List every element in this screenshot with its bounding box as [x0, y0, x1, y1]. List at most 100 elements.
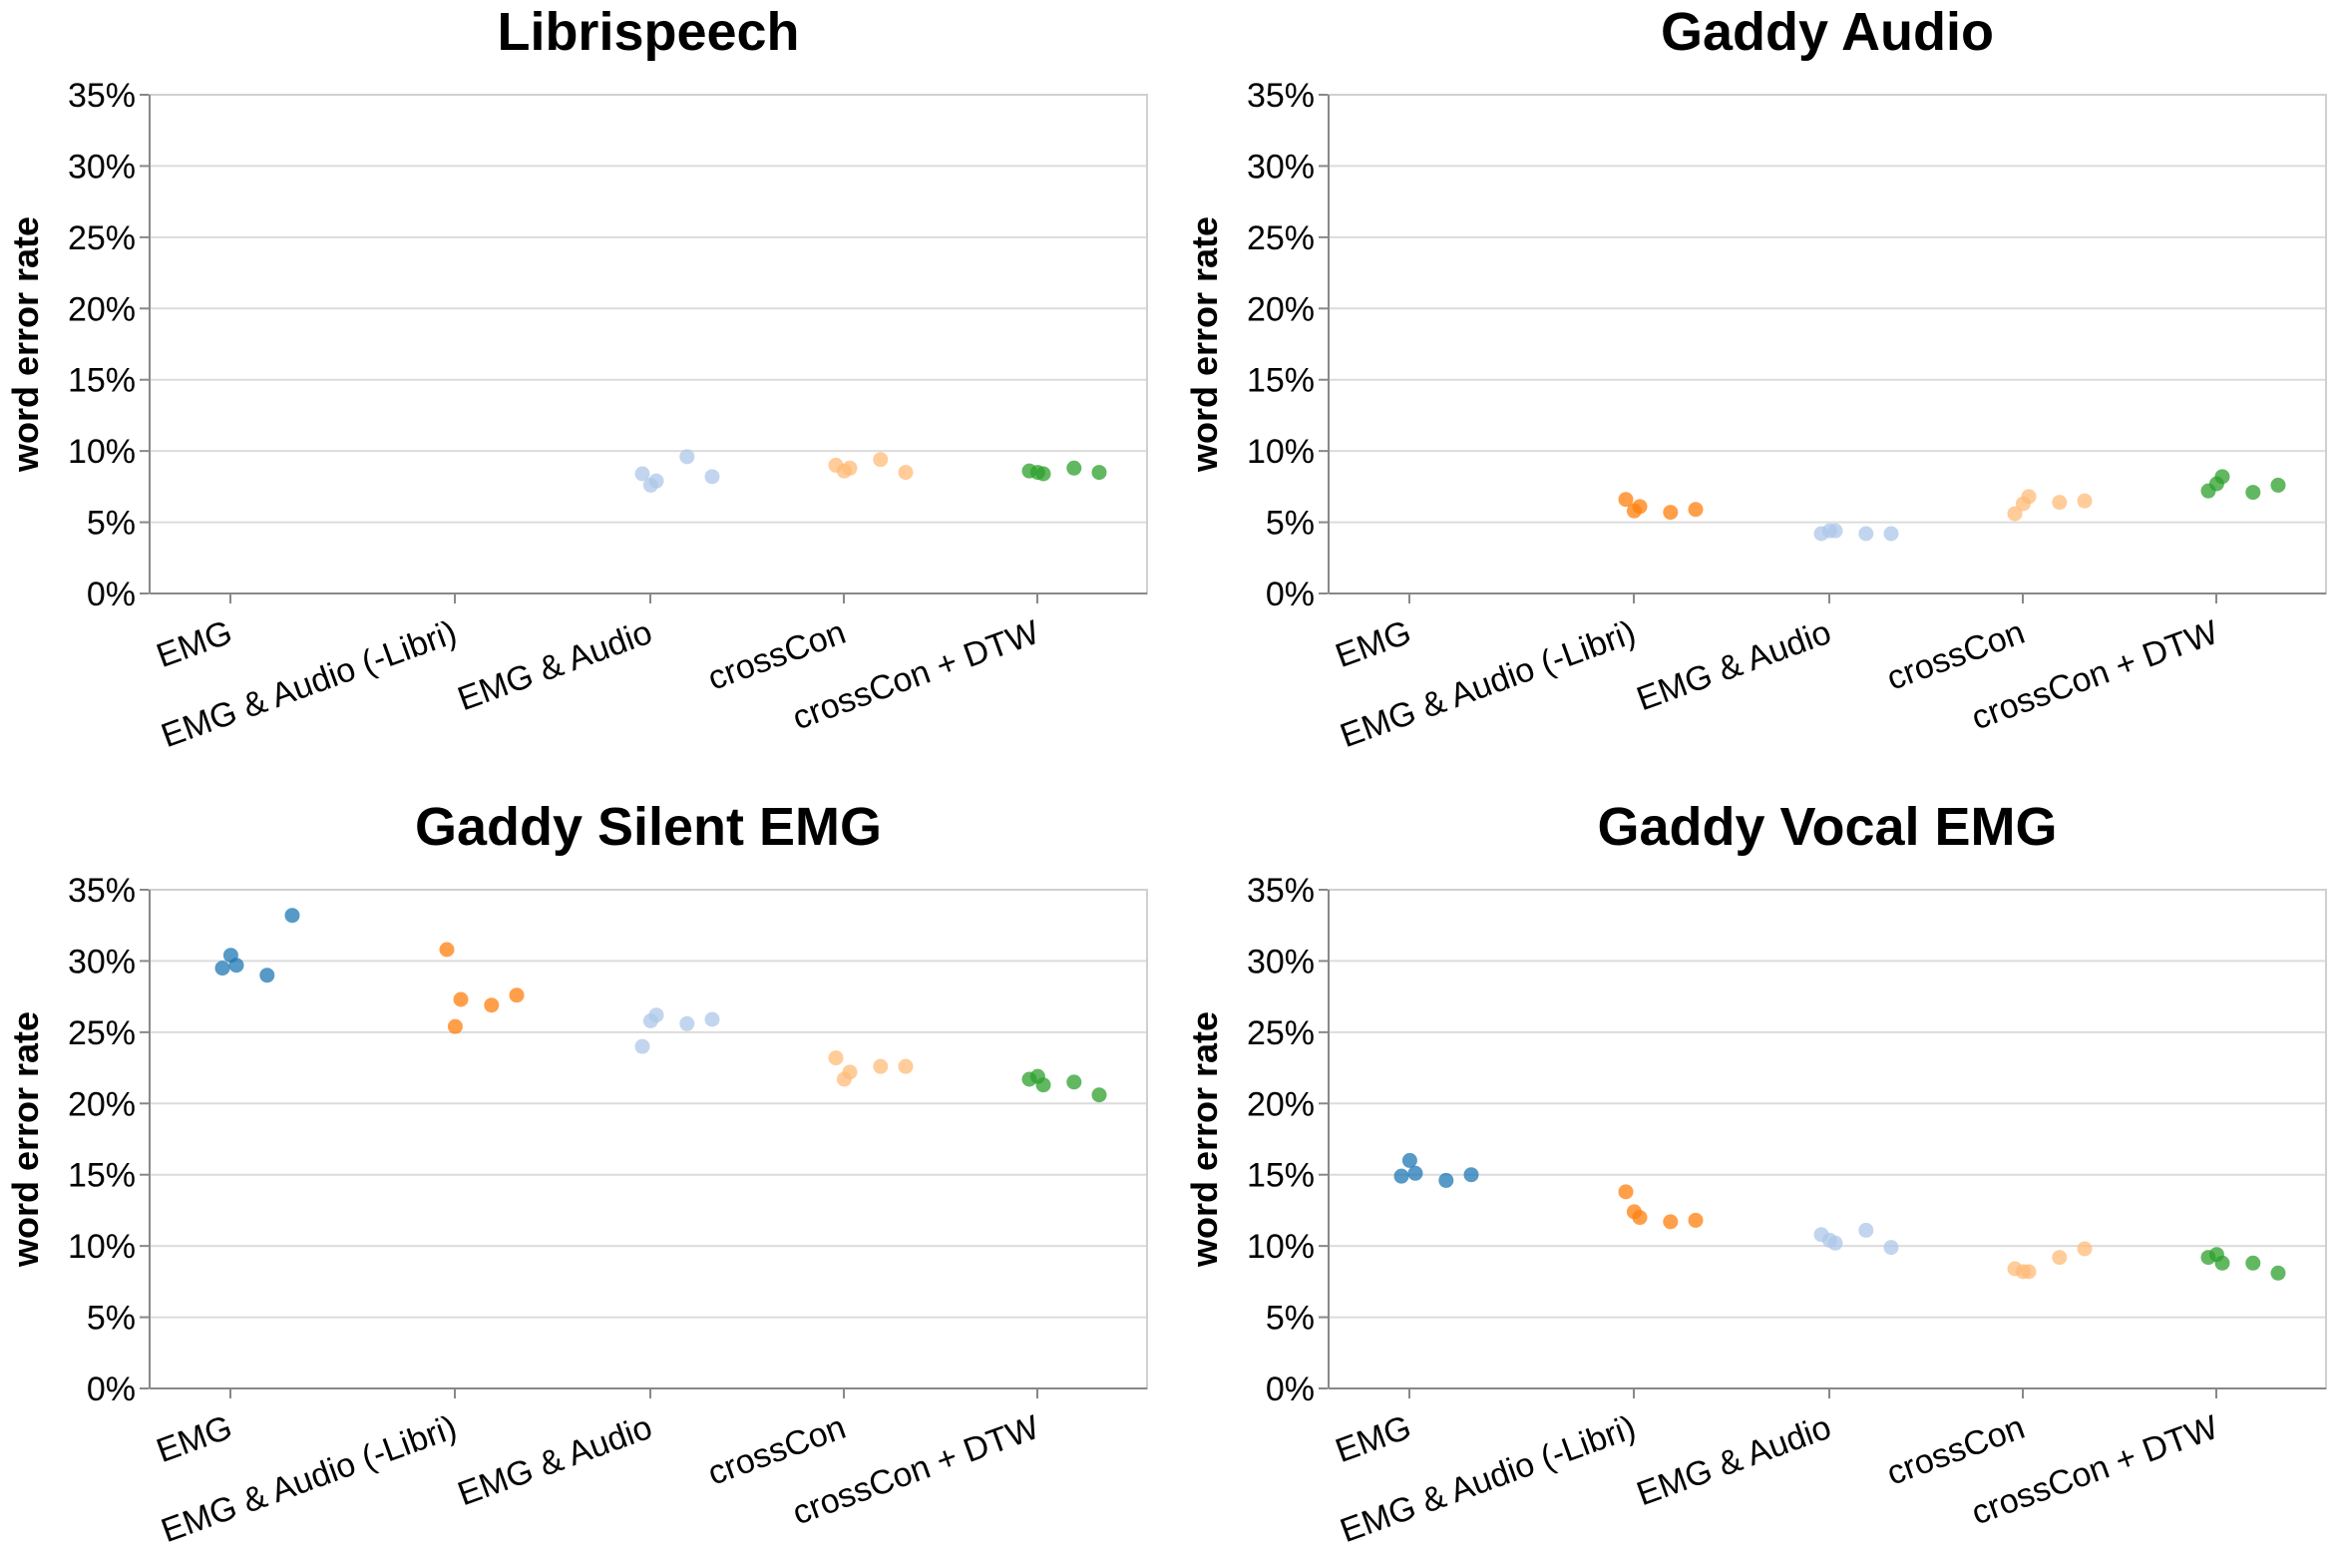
data-point [634, 466, 650, 482]
x-tick-label: EMG [1331, 613, 1416, 675]
y-tick-label: 30% [68, 148, 136, 186]
data-point [2077, 1241, 2093, 1257]
data-point [1688, 1212, 1704, 1228]
data-point [842, 1064, 858, 1080]
y-tick-label: 5% [1266, 1300, 1315, 1338]
data-point [2052, 495, 2068, 511]
x-tick-label: EMG [152, 613, 237, 675]
data-point [1858, 526, 1874, 542]
y-tick-label: 5% [87, 505, 136, 543]
data-point [2270, 477, 2286, 493]
y-tick-label: 15% [1247, 362, 1315, 400]
data-point [1393, 1168, 1409, 1184]
y-tick-label: 0% [87, 576, 136, 613]
y-axis-label: word error rate [5, 216, 46, 473]
data-point [1438, 1172, 1454, 1188]
data-point [648, 473, 664, 489]
y-tick-label: 30% [1247, 148, 1315, 186]
y-tick-label: 35% [68, 872, 136, 910]
chart-panel-2: Gaddy Audio 0% 5% 10% 15% 20% 25% 30% 35% word er… [1184, 2, 2327, 755]
y-tick-label: 10% [68, 433, 136, 471]
y-tick-label: 35% [1247, 872, 1315, 910]
y-axis-label: word error rate [1184, 216, 1225, 473]
data-point [1883, 1240, 1899, 1256]
y-tick-label: 30% [68, 943, 136, 980]
data-point [228, 958, 244, 974]
y-tick-label: 25% [68, 219, 136, 257]
data-point [447, 1018, 463, 1034]
chart-title: Gaddy Vocal EMG [1597, 797, 2057, 857]
y-tick-label: 0% [1266, 1371, 1315, 1408]
data-point [1618, 1184, 1634, 1200]
data-point [2021, 489, 2037, 505]
data-point [2270, 1265, 2286, 1281]
x-tick-label: EMG & Audio [453, 1408, 657, 1514]
data-point [484, 997, 500, 1013]
y-tick-label: 35% [68, 77, 136, 115]
data-point [679, 449, 695, 465]
x-tick-label: EMG [1331, 1408, 1416, 1470]
data-point [2021, 1264, 2037, 1280]
data-point [2052, 1250, 2068, 1266]
y-tick-label: 15% [68, 362, 136, 400]
data-point [873, 1058, 889, 1074]
data-point [704, 469, 720, 485]
y-tick-label: 25% [1247, 1014, 1315, 1052]
y-tick-label: 20% [68, 290, 136, 328]
x-tick-label: EMG & Audio [1632, 613, 1836, 719]
data-point [1035, 466, 1051, 482]
y-tick-label: 35% [1247, 77, 1315, 115]
y-tick-label: 0% [1266, 576, 1315, 613]
y-tick-label: 25% [1247, 219, 1315, 257]
x-tick-label: crossCon [703, 1408, 851, 1493]
data-point [1035, 1077, 1051, 1093]
data-point [284, 908, 300, 924]
data-point [898, 1058, 914, 1074]
y-tick-label: 15% [68, 1157, 136, 1195]
plot-frame [1328, 889, 2327, 1389]
data-point [214, 961, 230, 977]
data-point [1618, 492, 1634, 508]
data-point [1663, 505, 1679, 521]
chart-panel-4: Gaddy Vocal EMG 0% 5% 10% 15% 20% 25% 30% 35% wor… [1184, 797, 2327, 1550]
y-tick-label: 15% [1247, 1157, 1315, 1195]
plot-frame [149, 94, 1148, 594]
y-tick-label: 30% [1247, 943, 1315, 980]
chart-panel-3: Gaddy Silent EMG 0% 5% 10% 15% 20% 25% 30% 35% wo… [5, 797, 1148, 1550]
data-point [1463, 1167, 1479, 1183]
chart-title: Gaddy Silent EMG [415, 797, 882, 857]
data-point [842, 460, 858, 476]
data-point [439, 942, 455, 958]
data-point [1827, 1235, 1843, 1251]
y-tick-label: 5% [87, 1300, 136, 1338]
data-point [2245, 1255, 2261, 1271]
plot-frame [1328, 94, 2327, 594]
data-point [1091, 465, 1107, 481]
y-tick-label: 20% [68, 1085, 136, 1123]
data-point [2214, 1255, 2230, 1271]
data-point [679, 1015, 695, 1031]
y-axis-label: word error rate [5, 1011, 46, 1268]
y-tick-label: 10% [68, 1228, 136, 1266]
y-tick-label: 20% [1247, 290, 1315, 328]
data-point [1066, 460, 1082, 476]
chart-panel-1: Librispeech 0% 5% 10% 15% 20% 25% 30% 35% word er… [5, 2, 1148, 755]
y-tick-label: 10% [1247, 1228, 1315, 1266]
y-tick-label: 20% [1247, 1085, 1315, 1123]
x-tick-label: crossCon [1882, 1408, 2030, 1493]
x-tick-label: EMG & Audio [453, 613, 657, 719]
data-point [873, 452, 889, 468]
data-point [828, 1050, 844, 1066]
data-point [1688, 502, 1704, 518]
data-point [648, 1007, 664, 1023]
chart-title: Gaddy Audio [1661, 2, 1994, 62]
data-point [704, 1011, 720, 1027]
data-point [2077, 493, 2093, 509]
data-point [1632, 499, 1648, 515]
data-point [1827, 523, 1843, 539]
data-point [259, 968, 275, 983]
data-point [898, 465, 914, 481]
data-point [634, 1038, 650, 1054]
y-tick-label: 5% [1266, 505, 1315, 543]
